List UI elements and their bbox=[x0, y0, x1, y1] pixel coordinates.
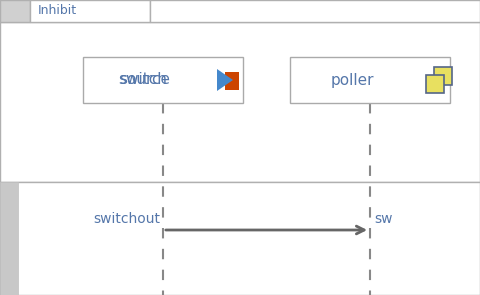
FancyBboxPatch shape bbox=[30, 0, 150, 22]
Text: sw: sw bbox=[374, 212, 393, 226]
FancyBboxPatch shape bbox=[290, 57, 450, 103]
FancyBboxPatch shape bbox=[83, 57, 243, 103]
FancyBboxPatch shape bbox=[0, 182, 18, 295]
Text: poller: poller bbox=[330, 73, 374, 88]
FancyBboxPatch shape bbox=[0, 0, 30, 22]
FancyBboxPatch shape bbox=[426, 75, 444, 93]
Text: Inhibit: Inhibit bbox=[38, 4, 77, 17]
FancyBboxPatch shape bbox=[150, 0, 480, 22]
Text: source: source bbox=[120, 73, 170, 88]
Text: switchout: switchout bbox=[93, 212, 160, 226]
FancyBboxPatch shape bbox=[434, 67, 452, 85]
FancyBboxPatch shape bbox=[225, 72, 239, 90]
Text: switch: switch bbox=[119, 73, 168, 88]
Polygon shape bbox=[217, 69, 233, 91]
FancyBboxPatch shape bbox=[0, 182, 480, 295]
FancyBboxPatch shape bbox=[0, 22, 480, 182]
